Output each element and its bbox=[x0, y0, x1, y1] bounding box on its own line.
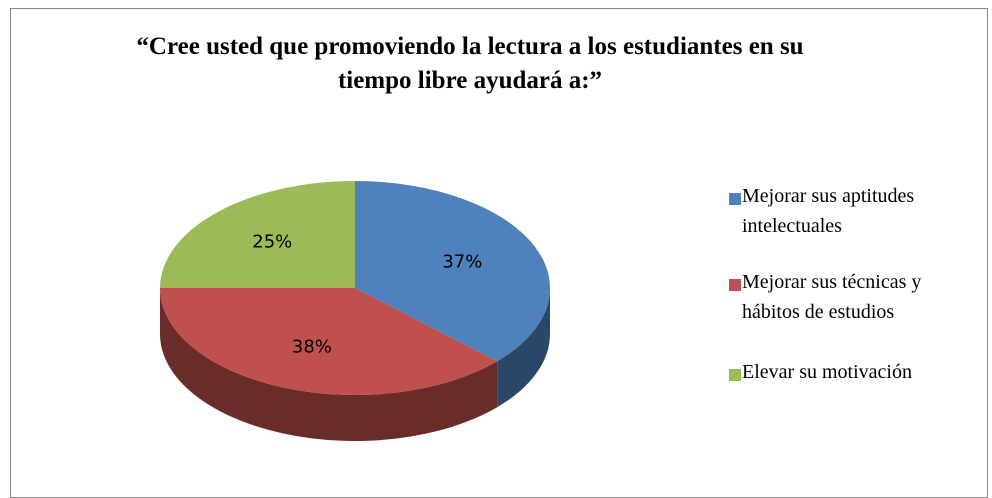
pie-slice bbox=[160, 181, 355, 288]
legend-swatch bbox=[729, 369, 741, 381]
data-label: 37% bbox=[442, 252, 482, 273]
legend-label: Mejorar sus técnicas y hábitos de estudi… bbox=[742, 271, 922, 323]
legend-swatch bbox=[729, 193, 741, 205]
pie-slice bbox=[355, 181, 550, 362]
legend-label: Elevar su motivación bbox=[742, 361, 912, 383]
pie-side bbox=[159, 288, 498, 442]
legend-swatch bbox=[729, 279, 741, 291]
pie-slice bbox=[160, 288, 498, 395]
pie-side bbox=[497, 288, 551, 408]
chart: 37% 38% 25% bbox=[159, 181, 551, 442]
data-label: 38% bbox=[292, 337, 332, 358]
page: 37% 38% 25% “Cree usted que promoviendo la… bbox=[10, 8, 988, 498]
legend-label: Mejorar sus aptitudes intelectuales bbox=[742, 185, 915, 237]
data-label: 25% bbox=[252, 232, 292, 253]
chart-title: “Cree usted que promoviendo la lectura a… bbox=[136, 33, 804, 94]
